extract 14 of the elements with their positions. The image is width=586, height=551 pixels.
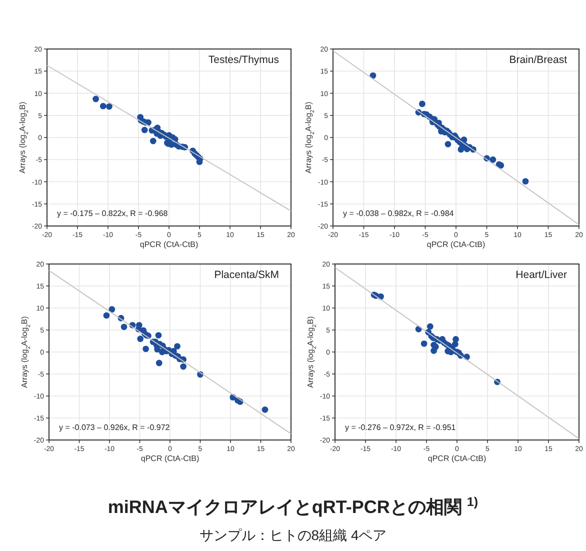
text: Heart/Liver bbox=[516, 269, 568, 281]
text: Testes/Thymus bbox=[208, 54, 279, 66]
annotation: y = -0.175 – 0.822x, R = -0.968 bbox=[57, 209, 168, 218]
annotation: y = -0.073 – 0.926x, R = -0.972 bbox=[59, 423, 170, 432]
text: Placenta/SkM bbox=[214, 269, 279, 281]
annotation: y = -0.038 – 0.982x, R = -0.984 bbox=[343, 209, 454, 218]
x-axis-title: qPCR (CtA-CtB) bbox=[426, 240, 486, 249]
text: Brain/Breast bbox=[509, 54, 568, 66]
annotation: y = -0.276 – 0.972x, R = -0.951 bbox=[345, 423, 456, 432]
text: miRNAマイクロアレイとqRT-PCRとの相関 $^{1)}$ bbox=[108, 495, 478, 517]
x-axis-title: qPCR (CtA-CtB) bbox=[428, 454, 486, 463]
x-axis-title: qPCR (CtA-CtB) bbox=[140, 240, 198, 249]
x-axis-title: qPCR (CtA-CtB) bbox=[140, 454, 200, 463]
text: サンプル：ヒトの8組織 4ペア bbox=[199, 527, 387, 543]
